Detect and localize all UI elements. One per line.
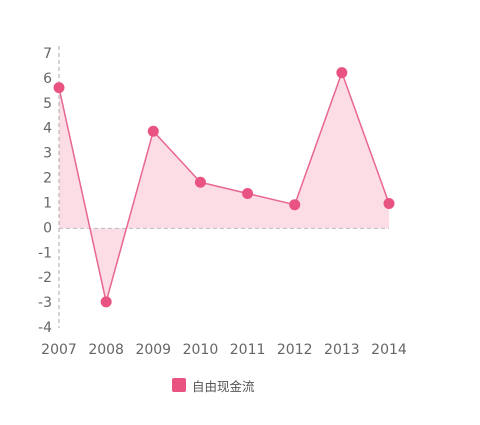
x-tick-label: 2010: [183, 342, 219, 358]
line-layer: [58, 71, 390, 303]
area-layer: [59, 72, 389, 302]
x-tick-label: 2011: [230, 342, 266, 358]
data-point-2008: [100, 296, 112, 308]
series-area: [59, 72, 389, 302]
y-tick-label: 7: [43, 46, 52, 62]
y-tick-label: 2: [43, 171, 52, 187]
y-axis-ticks: 7 6 5 4 3 2 1 0 -1 -2 -3 -4: [38, 46, 52, 336]
y-tick-label: 0: [43, 220, 52, 236]
data-point-2012: [289, 199, 301, 211]
data-point-2011: [242, 187, 254, 199]
data-point-2014: [383, 197, 395, 209]
y-tick-label: 4: [43, 121, 52, 137]
data-point-2010: [194, 176, 206, 188]
y-tick-label: -2: [38, 270, 52, 286]
x-axis-ticks: 2007 2008 2009 2010 2011 2012 2013 2014: [41, 342, 407, 358]
x-tick-label: 2007: [41, 342, 77, 358]
series-line: [58, 71, 390, 303]
data-point-2007: [53, 82, 65, 94]
x-tick-label: 2013: [324, 342, 360, 358]
x-tick-label: 2009: [135, 342, 171, 358]
legend-label: 自由现金流: [192, 378, 255, 394]
y-tick-label: 1: [43, 195, 52, 211]
legend[interactable]: 自由现金流: [172, 376, 255, 394]
y-tick-label: -1: [38, 245, 52, 261]
point-layer: [53, 67, 395, 308]
y-tick-label: 3: [43, 146, 52, 162]
x-tick-label: 2014: [371, 342, 407, 358]
x-tick-label: 2008: [88, 342, 124, 358]
x-tick-label: 2012: [277, 342, 313, 358]
y-tick-label: 6: [43, 71, 52, 87]
axis-layer: [58, 46, 389, 328]
data-point-2009: [147, 125, 159, 137]
y-tick-label: -3: [38, 295, 52, 311]
legend-swatch: [172, 378, 186, 392]
data-point-2013: [336, 67, 348, 79]
y-tick-label: -4: [38, 320, 52, 336]
y-tick-label: 5: [43, 96, 52, 112]
